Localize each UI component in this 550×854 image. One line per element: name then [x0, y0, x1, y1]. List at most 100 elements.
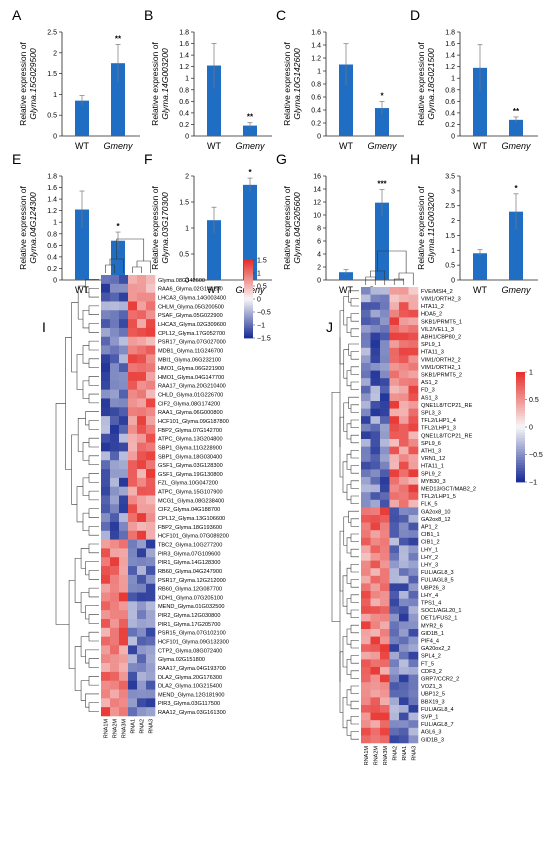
heatmap-cell [110, 680, 120, 690]
heatmap-cell [408, 591, 419, 599]
legend-swatch [516, 446, 525, 450]
heatmap-cell [380, 385, 390, 394]
heatmap-cell [361, 682, 371, 691]
heatmap-cell [128, 557, 138, 567]
row-label: CIF2_Glyma.04G188700 [158, 507, 220, 513]
dendrogram-branch [80, 680, 89, 701]
heatmap-cell [370, 720, 381, 729]
heatmap-cell [119, 389, 129, 399]
dendrogram-branch [88, 702, 99, 712]
legend-swatch [244, 308, 253, 312]
color-legend: 1 0.5 0 −0.5 −1 [516, 370, 543, 487]
heatmap-cell [408, 682, 419, 691]
legend-swatch [516, 460, 525, 464]
heatmap-cell [380, 302, 390, 311]
heatmap-cell [389, 697, 400, 706]
row-label: PIR1_Glyma.14G128300 [158, 560, 221, 566]
heatmap-cell [370, 309, 381, 318]
row-label: GID1B_1 [421, 631, 444, 637]
heatmap-cell [119, 319, 129, 329]
heatmap-cell [389, 287, 400, 295]
heatmap-cell [408, 553, 419, 561]
heatmap-cell [370, 522, 381, 531]
heatmap-cell [137, 451, 147, 461]
row-label: PSR17_Glyma.07G027000 [158, 340, 226, 346]
heatmap-cell [408, 697, 419, 706]
heatmap-cell [408, 439, 419, 447]
heatmap-cell [380, 629, 390, 637]
heatmap-panel-i: I Glyma.08G342600 RAA6_Glyma.02G140200 LHCA… [42, 238, 271, 738]
heatmap-cell [408, 636, 419, 645]
heatmap-cell [146, 460, 156, 470]
legend-swatch [244, 314, 253, 317]
y-tick-label: 1.5 [445, 233, 455, 240]
heatmap-cell [137, 663, 147, 673]
dendrogram-branch [132, 266, 142, 273]
heatmap-cell [389, 583, 400, 592]
column-label: RNA1M [364, 746, 370, 766]
legend-swatch [244, 269, 253, 273]
dendrogram-branch [342, 575, 347, 607]
heatmap-cell [389, 682, 400, 691]
heatmap-cell [101, 663, 111, 673]
legend-swatch [516, 396, 525, 400]
heatmap-cell [110, 574, 120, 584]
y-axis-label-gene: Glyma.04G124300 [28, 192, 38, 264]
column-dendrogram [365, 250, 414, 285]
heatmap-cell [361, 553, 371, 561]
dendrogram-branch [82, 380, 89, 399]
heatmap-cell [370, 287, 381, 295]
legend-swatch [516, 457, 525, 461]
heatmap-cell [146, 698, 156, 708]
heatmap-cell [146, 301, 156, 311]
column-label: RNA2 [392, 746, 398, 761]
legend-swatch [244, 330, 253, 333]
dendrogram-branch [350, 419, 359, 428]
heatmap-cell [389, 545, 400, 554]
heatmap-cell [399, 659, 409, 668]
row-label: ATPC_Glyma.15G107900 [158, 490, 223, 496]
heatmap-cell [146, 707, 156, 717]
heatmap-cell [110, 707, 120, 717]
heatmap-cell [380, 636, 390, 645]
row-label: LHY_3 [421, 563, 438, 569]
dendrogram-branch [348, 396, 359, 409]
heatmap-cell [146, 275, 156, 285]
heatmap-cell [370, 302, 381, 311]
heatmap-cell [101, 292, 111, 302]
heatmap-cell [380, 416, 390, 425]
dendrogram-branch [346, 423, 351, 440]
heatmap-cell [101, 592, 111, 602]
heatmap-cell [380, 705, 390, 713]
dendrogram-branch [346, 719, 351, 736]
bar-panel-c: C Relative expression ofGlyma.10G142600 0 0… [276, 7, 404, 151]
legend-swatch [244, 275, 253, 278]
heatmap-cell [361, 507, 371, 516]
dendrogram-branch [88, 376, 99, 386]
heatmap-cell [137, 521, 147, 532]
heatmap-cell [101, 424, 111, 435]
heatmap-cell [399, 355, 409, 364]
heatmap-cell [110, 566, 120, 576]
heatmap-cell [399, 294, 409, 303]
heatmap-cell [146, 407, 156, 417]
heatmap-cell [408, 287, 419, 295]
row-label: FBP2_Glyma.07G142700 [158, 428, 222, 434]
legend-swatch [244, 312, 253, 315]
heatmap-cell [399, 644, 409, 653]
row-label: FVE/MSI4_2 [421, 289, 453, 295]
heatmap-cell [370, 492, 381, 501]
dendrogram-branch [346, 659, 351, 675]
heatmap-cell [408, 613, 419, 622]
dendrogram-branch [88, 358, 99, 368]
significance-mark: * [380, 92, 384, 101]
heatmap-cell [146, 433, 156, 443]
dendrogram-branch [350, 328, 359, 337]
heatmap-cell [389, 325, 400, 333]
y-tick-label: 0.5 [47, 113, 57, 120]
heatmap-cell [389, 689, 400, 698]
heatmap-cell [119, 663, 129, 673]
heatmap-cell [128, 680, 138, 690]
heatmap-cell [389, 431, 400, 440]
heatmap-cell [146, 451, 156, 461]
